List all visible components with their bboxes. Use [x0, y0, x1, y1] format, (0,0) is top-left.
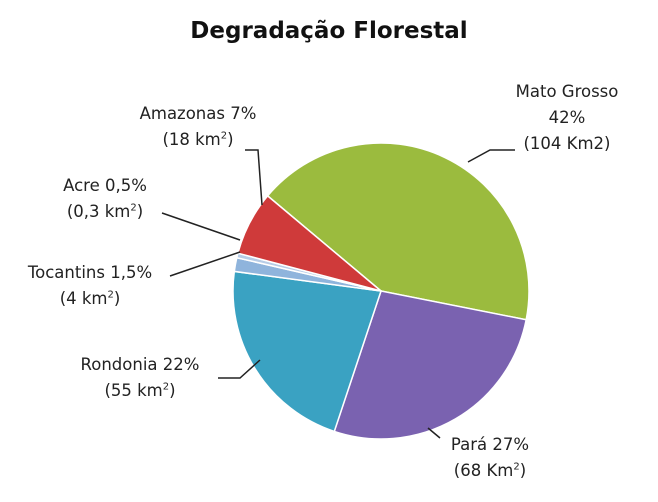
pie-slice-par-: [333, 290, 528, 440]
label-para-name: Pará: [450, 435, 488, 454]
pie-slice-mato-grosso: [266, 142, 530, 321]
label-tocantins-close: ): [113, 289, 121, 308]
label-tocantins-name: Tocantins: [27, 263, 105, 282]
label-tocantins-pct: 1,5%: [110, 263, 153, 282]
label-para: Pará 27% (68 Km2): [420, 432, 560, 484]
label-para-pct: 27%: [492, 435, 530, 454]
label-acre-pct: 0,5%: [104, 176, 147, 195]
label-para-close: ): [519, 461, 527, 480]
label-acre-close: ): [136, 202, 144, 221]
label-rondonia-name: Rondonia: [80, 355, 158, 374]
pie-slice-rondonia: [232, 270, 382, 433]
leader-tocantins: [169, 251, 241, 277]
label-acre-name: Acre: [63, 176, 100, 195]
label-amazonas-pct: 7%: [230, 104, 257, 123]
label-amazonas-name: Amazonas: [139, 104, 225, 123]
label-mato-grosso-name: Mato Grosso: [515, 82, 619, 101]
label-mato-grosso-pct: 42%: [548, 108, 586, 127]
label-tocantins: Tocantins 1,5% (4 km2): [0, 260, 180, 312]
label-amazonas: Amazonas 7% (18 km2): [118, 101, 278, 153]
label-tocantins-area: (4 km: [59, 289, 108, 308]
leader-amazonas: [245, 149, 263, 206]
label-rondonia-pct: 22%: [162, 355, 200, 374]
label-acre-sup: 2: [130, 202, 137, 214]
label-mato-grosso: Mato Grosso 42% (104 Km2): [492, 79, 642, 157]
leader-acre: [161, 212, 241, 241]
label-rondonia-sup: 2: [162, 381, 170, 393]
label-amazonas-close: ): [227, 130, 234, 149]
label-rondonia-close: ): [169, 381, 176, 400]
label-mato-grosso-area: (104 Km2): [523, 134, 611, 153]
label-amazonas-area: (18 km: [162, 130, 221, 149]
chart-title: Degradação Florestal: [190, 18, 468, 44]
leader-rondonia: [218, 359, 261, 379]
leader-para: [427, 427, 441, 439]
label-amazonas-sup: 2: [220, 130, 228, 142]
label-para-sup: 2: [513, 461, 520, 473]
label-tocantins-sup: 2: [107, 289, 114, 301]
label-rondonia-area: (55 km: [104, 381, 163, 400]
label-para-area: (68 Km: [453, 461, 514, 480]
label-acre: Acre 0,5% (0,3 km2): [40, 173, 170, 225]
label-acre-area: (0,3 km: [66, 202, 131, 221]
label-rondonia: Rondonia 22% (55 km2): [50, 352, 230, 404]
leader-mato-grosso: [467, 149, 515, 163]
